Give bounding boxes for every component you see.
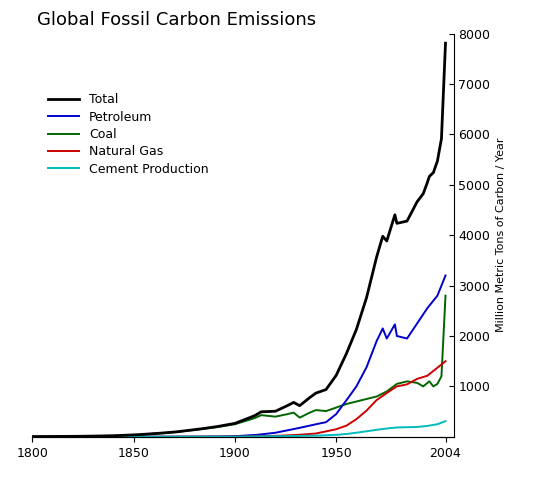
Petroleum [280,428,287,434]
Legend: Total, Petroleum, Coal, Natural Gas, Cement Production: Total, Petroleum, Coal, Natural Gas, Cem… [43,88,214,181]
Coal [442,293,449,299]
Natural Gas [406,380,412,386]
Petroleum [308,422,315,428]
Cement Production [288,433,295,439]
Cement Production [442,418,449,424]
Line: Coal: Coal [32,296,445,437]
Petroleum [82,434,88,440]
Cement Production [82,434,88,440]
Line: Cement Production: Cement Production [32,421,445,437]
Petroleum [288,427,295,432]
Petroleum [256,432,262,437]
Total [82,433,88,439]
Petroleum [406,333,412,338]
Total [442,40,449,46]
Natural Gas [442,358,449,364]
Coal [256,413,262,419]
Total [406,215,412,220]
Natural Gas [82,434,88,440]
Coal [29,434,36,440]
Natural Gas [288,432,295,438]
Total [256,410,262,416]
Cement Production [280,433,287,439]
Cement Production [29,434,36,440]
Coal [82,433,88,439]
Cement Production [308,433,315,439]
Total [29,434,36,440]
Line: Total: Total [32,43,445,437]
Natural Gas [308,431,315,437]
Total [308,393,315,399]
Petroleum [442,273,449,278]
Coal [406,379,412,384]
Line: Petroleum: Petroleum [32,276,445,437]
Y-axis label: Million Metric Tons of Carbon / Year: Million Metric Tons of Carbon / Year [496,138,506,333]
Total [288,401,295,407]
Cement Production [256,433,262,439]
Cement Production [406,424,412,430]
Petroleum [29,434,36,440]
Total [280,405,287,410]
Coal [308,409,315,415]
Coal [280,412,287,418]
Natural Gas [280,432,287,438]
Natural Gas [29,434,36,440]
Line: Natural Gas: Natural Gas [32,361,445,437]
Text: Global Fossil Carbon Emissions: Global Fossil Carbon Emissions [37,11,316,29]
Natural Gas [256,433,262,439]
Coal [288,410,295,416]
